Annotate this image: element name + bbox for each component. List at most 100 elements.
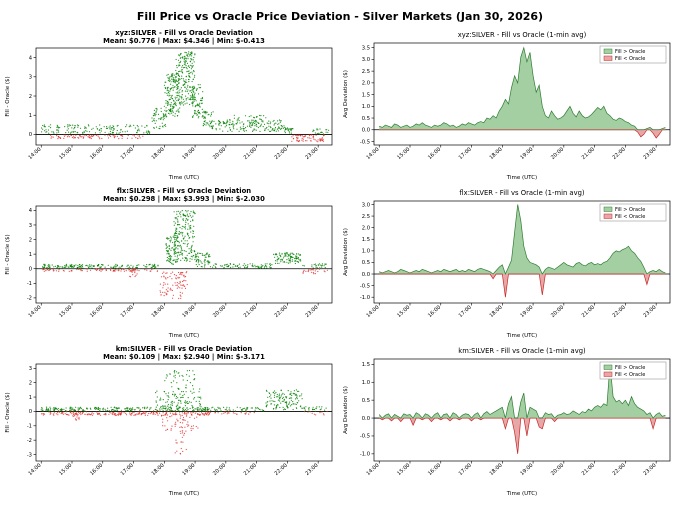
y-axis: -2 -1 0 1 2 3 4 [27, 208, 36, 302]
svg-text:16:00: 16:00 [89, 147, 104, 161]
y-axis-label: Fill - Oracle ($) [5, 234, 11, 274]
svg-text:23:00: 23:00 [304, 463, 319, 477]
x-axis: 14:00 15:00 16:00 17:00 18:00 19:00 20:00 21:00… [365, 303, 658, 319]
svg-text:19:00: 19:00 [519, 305, 534, 319]
svg-text:3: 3 [29, 366, 32, 372]
chart-title: flx:SILVER - Fill vs Oracle Deviation [117, 187, 251, 195]
x-axis: 14:00 15:00 16:00 17:00 18:00 19:00 20:00 21:00… [365, 145, 658, 161]
svg-text:-3: -3 [27, 452, 32, 458]
svg-text:1: 1 [29, 395, 32, 401]
chart-cell-flx-area: -1.0 -0.5 0.0 0.5 1.0 1.5 2.0 2.5 3.0 14:00 15:00 1… [340, 185, 678, 343]
svg-text:3: 3 [29, 223, 32, 229]
chart-xyz-area: -0.5 0.0 0.5 1.0 1.5 2.0 2.5 3.0 3.5 14:00 15:00 16… [343, 31, 671, 181]
chart-km-area: -1.0 -0.5 0.0 0.5 1.0 1.5 14:00 15:00 16:00 17:00… [343, 347, 671, 497]
svg-text:1.0: 1.0 [362, 380, 370, 386]
chart-cell-xyz-scatter: 0 1 2 3 4 14:00 15:00 16:00 17:00 18:00 19:00 20:00… [2, 27, 340, 185]
svg-text:-1.0: -1.0 [360, 295, 370, 301]
svg-text:16:00: 16:00 [427, 147, 442, 161]
x-axis: 14:00 15:00 16:00 17:00 18:00 19:00 20:00 21:00… [27, 461, 320, 477]
series-positive [379, 47, 666, 130]
svg-text:1.0: 1.0 [362, 104, 370, 110]
svg-text:23:00: 23:00 [642, 147, 657, 161]
figure-header: Fill Price vs Oracle Price Deviation - S… [0, 0, 680, 27]
chart-xyz-scatter: 0 1 2 3 4 14:00 15:00 16:00 17:00 18:00 19:00 20:00… [5, 29, 333, 181]
svg-text:20:00: 20:00 [550, 463, 565, 477]
svg-text:18:00: 18:00 [489, 305, 504, 319]
chart-km-scatter: -3 -2 -1 0 1 2 3 14:00 15:00 16:00 17:00 18:00 19:00… [5, 345, 333, 497]
svg-text:3: 3 [29, 75, 32, 81]
y-axis-label: Avg Deviation ($) [343, 70, 349, 118]
svg-text:17:00: 17:00 [120, 305, 135, 319]
svg-text:21:00: 21:00 [243, 463, 258, 477]
scatter-points [40, 51, 330, 143]
legend-swatch-pos [603, 364, 613, 370]
chart-cell-flx-scatter: -2 -1 0 1 2 3 4 14:00 15:00 16:00 17:00 18:00 19:00 2… [2, 185, 340, 343]
legend-swatch-pos [603, 48, 613, 54]
svg-text:0: 0 [29, 132, 32, 138]
svg-text:3.0: 3.0 [362, 202, 370, 208]
page-title: Fill Price vs Oracle Price Deviation - S… [136, 10, 544, 23]
x-axis-label: Time (UTC) [168, 175, 199, 181]
svg-text:1.5: 1.5 [362, 237, 370, 243]
svg-text:16:00: 16:00 [89, 463, 104, 477]
area-series [378, 364, 666, 454]
svg-text:22:00: 22:00 [274, 305, 289, 319]
svg-text:15:00: 15:00 [58, 305, 73, 319]
svg-text:2.0: 2.0 [362, 225, 370, 231]
svg-text:20:00: 20:00 [212, 463, 227, 477]
svg-text:23:00: 23:00 [304, 147, 319, 161]
svg-text:0.0: 0.0 [362, 272, 370, 278]
svg-text:-1: -1 [27, 424, 32, 430]
svg-text:0.5: 0.5 [362, 398, 370, 404]
svg-text:21:00: 21:00 [581, 305, 596, 319]
svg-text:17:00: 17:00 [458, 463, 473, 477]
x-axis: 14:00 15:00 16:00 17:00 18:00 19:00 20:00 21:00… [27, 145, 320, 161]
svg-text:0.5: 0.5 [362, 260, 370, 266]
svg-text:2.5: 2.5 [362, 214, 370, 220]
svg-text:Fill > Oracle: Fill > Oracle [615, 49, 645, 55]
y-axis: -3 -2 -1 0 1 2 3 [27, 366, 36, 458]
svg-text:Fill > Oracle: Fill > Oracle [615, 365, 645, 371]
svg-text:2.0: 2.0 [362, 81, 370, 87]
svg-text:20:00: 20:00 [212, 147, 227, 161]
svg-text:21:00: 21:00 [581, 463, 596, 477]
x-axis: 14:00 15:00 16:00 17:00 18:00 19:00 20:00 21:00… [365, 461, 658, 477]
svg-text:23:00: 23:00 [304, 305, 319, 319]
x-axis-label: Time (UTC) [506, 333, 537, 339]
y-axis-label: Avg Deviation ($) [343, 228, 349, 276]
svg-text:14:00: 14:00 [365, 147, 380, 161]
chart-title: xyz:SILVER - Fill vs Oracle (1-min avg) [458, 31, 587, 39]
svg-text:20:00: 20:00 [212, 305, 227, 319]
svg-text:18:00: 18:00 [151, 305, 166, 319]
svg-text:14:00: 14:00 [27, 305, 42, 319]
svg-text:0: 0 [29, 409, 32, 415]
svg-text:18:00: 18:00 [489, 463, 504, 477]
svg-text:19:00: 19:00 [181, 147, 196, 161]
x-axis-label: Time (UTC) [506, 175, 537, 181]
svg-text:1: 1 [29, 252, 32, 258]
svg-text:1.0: 1.0 [362, 249, 370, 255]
svg-text:19:00: 19:00 [519, 147, 534, 161]
svg-text:16:00: 16:00 [427, 463, 442, 477]
svg-text:4: 4 [29, 55, 33, 61]
svg-text:2: 2 [29, 94, 32, 100]
svg-text:-2: -2 [27, 438, 32, 444]
svg-text:2: 2 [29, 237, 32, 243]
svg-text:0.5: 0.5 [362, 116, 370, 122]
svg-text:23:00: 23:00 [642, 463, 657, 477]
svg-text:23:00: 23:00 [642, 305, 657, 319]
svg-text:Fill < Oracle: Fill < Oracle [615, 372, 645, 378]
x-axis-label: Time (UTC) [168, 491, 199, 497]
chart-flx-area: -1.0-0.50.00.51.01.52.02.53.014:00 15:00 1… [343, 189, 671, 339]
svg-text:4: 4 [29, 208, 33, 214]
chart-flx-scatter: -2 -1 0 1 2 3 4 14:00 15:00 16:00 17:00 18:00 19:00 2… [5, 187, 333, 339]
svg-text:-2: -2 [27, 296, 32, 302]
svg-text:17:00: 17:00 [120, 147, 135, 161]
svg-text:18:00: 18:00 [151, 463, 166, 477]
chart-cell-xyz-area: -0.5 0.0 0.5 1.0 1.5 2.0 2.5 3.0 3.5 14:00 15:00 16… [340, 27, 678, 185]
y-axis-label: Avg Deviation ($) [343, 386, 349, 434]
svg-text:14:00: 14:00 [27, 463, 42, 477]
svg-text:0: 0 [29, 267, 32, 273]
